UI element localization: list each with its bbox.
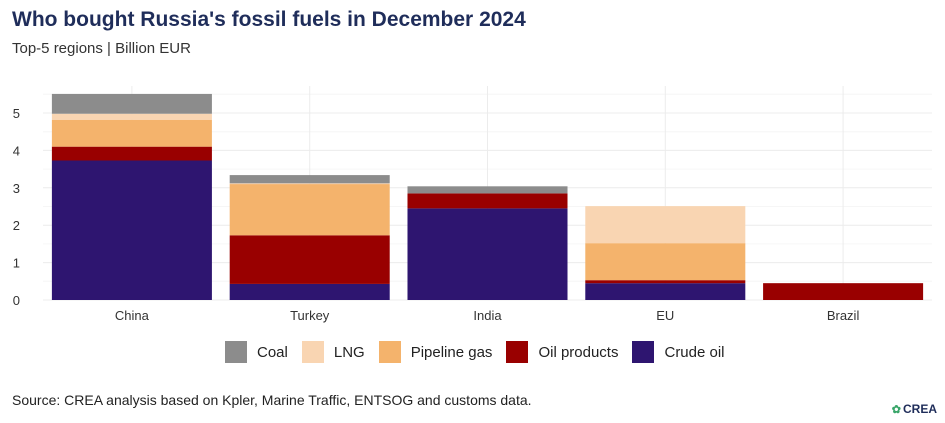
x-tick-label: Brazil xyxy=(827,308,860,323)
chart-subtitle: Top-5 regions | Billion EUR xyxy=(12,40,191,57)
legend-swatch xyxy=(378,341,401,363)
chart-title: Who bought Russia's fossil fuels in Dece… xyxy=(12,8,526,31)
x-tick-label: Turkey xyxy=(290,308,330,323)
bar-segment-china-lng xyxy=(51,113,212,120)
legend-item-lng: LNG xyxy=(301,341,365,363)
y-tick-label: 1 xyxy=(13,256,20,271)
legend-item-oil-products: Oil products xyxy=(506,341,618,363)
bar-segment-china-crude-oil xyxy=(51,160,212,300)
bar-segment-eu-crude-oil xyxy=(585,283,746,300)
bar-segment-turkey-oil-products xyxy=(229,235,390,284)
legend-swatch xyxy=(506,341,529,363)
legend-swatch xyxy=(632,341,655,363)
legend-item-coal: Coal xyxy=(225,341,288,363)
legend-label: Pipeline gas xyxy=(410,343,493,361)
legend-label: Crude oil xyxy=(664,343,725,361)
bar-segment-eu-lng xyxy=(585,206,746,244)
legend-label: Coal xyxy=(257,343,288,361)
bar-segment-china-coal xyxy=(51,93,212,114)
bars xyxy=(51,93,924,300)
bar-segment-eu-pipeline-gas xyxy=(585,243,746,281)
legend-item-pipeline-gas: Pipeline gas xyxy=(378,341,493,363)
crea-logo: ✿ CREA xyxy=(892,402,937,416)
bar-segment-india-oil-products xyxy=(407,193,568,209)
leaf-icon: ✿ xyxy=(891,403,901,416)
legend: Coal LNG Pipeline gas Oil products Crude oil xyxy=(225,341,739,363)
y-tick-label: 4 xyxy=(13,143,20,158)
logo-text: CREA xyxy=(902,402,937,416)
legend-item-crude-oil: Crude oil xyxy=(632,341,725,363)
legend-swatch xyxy=(225,341,247,363)
x-tick-label: India xyxy=(473,308,502,323)
source-note: Source: CREA analysis based on Kpler, Ma… xyxy=(12,392,532,408)
legend-label: Oil products xyxy=(538,343,619,361)
bar-segment-turkey-lng xyxy=(229,183,390,185)
bar-segment-india-crude-oil xyxy=(407,208,568,300)
bar-segment-china-pipeline-gas xyxy=(51,119,212,147)
bar-segment-india-coal xyxy=(407,186,568,194)
x-tick-label: China xyxy=(115,308,150,323)
legend-label: LNG xyxy=(333,343,365,361)
y-axis-ticks: 0 1 2 3 4 5 xyxy=(13,106,20,308)
y-tick-label: 0 xyxy=(13,293,20,308)
legend-swatch xyxy=(301,341,324,363)
bar-segment-turkey-crude-oil xyxy=(229,283,390,300)
y-tick-label: 3 xyxy=(13,181,20,196)
bar-segment-turkey-pipeline-gas xyxy=(229,184,390,236)
bar-segment-turkey-coal xyxy=(229,175,390,184)
x-axis-ticks: China Turkey India EU Brazil xyxy=(115,308,860,323)
y-tick-label: 2 xyxy=(13,218,20,233)
bar-segment-china-oil-products xyxy=(51,146,212,161)
x-tick-label: EU xyxy=(656,308,674,323)
bar-segment-brazil-oil-products xyxy=(763,283,924,300)
bar-segment-eu-oil-products xyxy=(585,280,746,284)
y-tick-label: 5 xyxy=(13,106,20,121)
